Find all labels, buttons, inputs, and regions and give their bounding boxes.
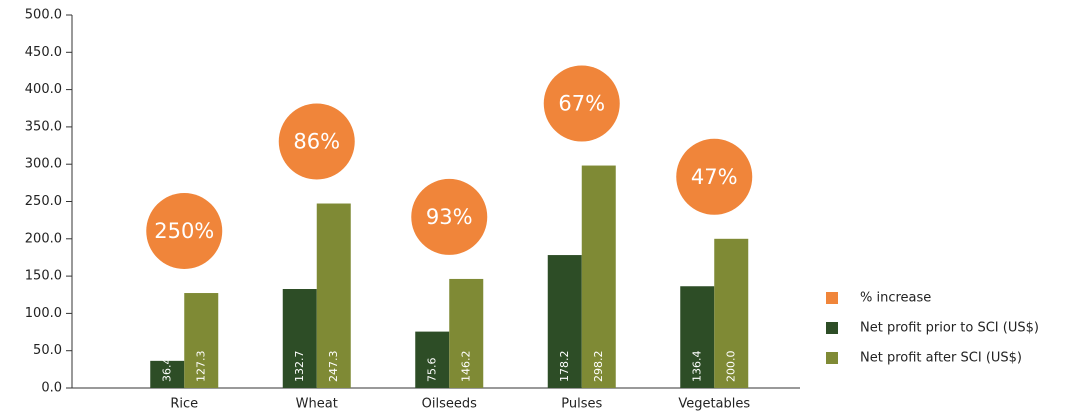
- increase-bubble: [543, 65, 620, 142]
- increase-label: 93%: [426, 205, 473, 229]
- bar: [714, 238, 749, 388]
- bar: [449, 278, 484, 388]
- x-tick-label: Wheat: [296, 397, 338, 412]
- y-tick-label: 300.0: [25, 157, 62, 172]
- bar-label: 200.0: [724, 351, 737, 383]
- bar: [547, 255, 582, 388]
- bar-label: 75.6: [425, 358, 438, 383]
- bar-label: 132.7: [293, 351, 306, 383]
- increase-label: 67%: [558, 92, 605, 116]
- bar: [581, 165, 616, 388]
- legend-label: Net profit after SCI (US$): [860, 351, 1022, 366]
- bar: [150, 360, 185, 388]
- y-tick-label: 450.0: [25, 45, 62, 60]
- y-tick-label: 0.0: [41, 381, 62, 396]
- increase-bubble: [146, 193, 223, 270]
- increase-bubble: [278, 103, 355, 180]
- bar: [316, 203, 351, 388]
- x-tick-label: Oilseeds: [422, 397, 477, 412]
- legend-label: % increase: [860, 291, 931, 306]
- legend-swatch: [826, 292, 838, 304]
- x-tick-label: Rice: [170, 397, 198, 412]
- increase-label: 250%: [154, 219, 214, 243]
- bar: [282, 289, 317, 388]
- bar-label: 178.2: [558, 351, 571, 383]
- bar: [680, 286, 715, 388]
- bar-label: 298.2: [592, 351, 605, 383]
- legend-swatch: [826, 352, 838, 364]
- x-tick-label: Vegetables: [678, 397, 750, 412]
- y-tick-label: 150.0: [25, 269, 62, 284]
- bar: [415, 331, 450, 388]
- legend-swatch: [826, 322, 838, 334]
- increase-label: 86%: [293, 130, 340, 154]
- y-tick-label: 100.0: [25, 306, 62, 321]
- increase-bubble: [676, 138, 753, 215]
- bar-label: 127.3: [194, 351, 207, 383]
- legend-label: Net profit prior to SCI (US$): [860, 321, 1039, 336]
- bar: [184, 293, 219, 388]
- increase-bubble: [411, 178, 488, 255]
- bar-label: 247.3: [327, 351, 340, 383]
- y-tick-label: 50.0: [33, 343, 62, 358]
- y-tick-label: 350.0: [25, 119, 62, 134]
- y-tick-label: 250.0: [25, 194, 62, 209]
- y-tick-label: 200.0: [25, 231, 62, 246]
- increase-label: 47%: [691, 165, 738, 189]
- bar-label: 146.2: [459, 351, 472, 383]
- y-tick-label: 400.0: [25, 82, 62, 97]
- bar-label: 136.4: [690, 351, 703, 383]
- y-tick-label: 500.0: [25, 8, 62, 23]
- x-tick-label: Pulses: [561, 397, 602, 412]
- bar-label: 36.4: [160, 358, 173, 383]
